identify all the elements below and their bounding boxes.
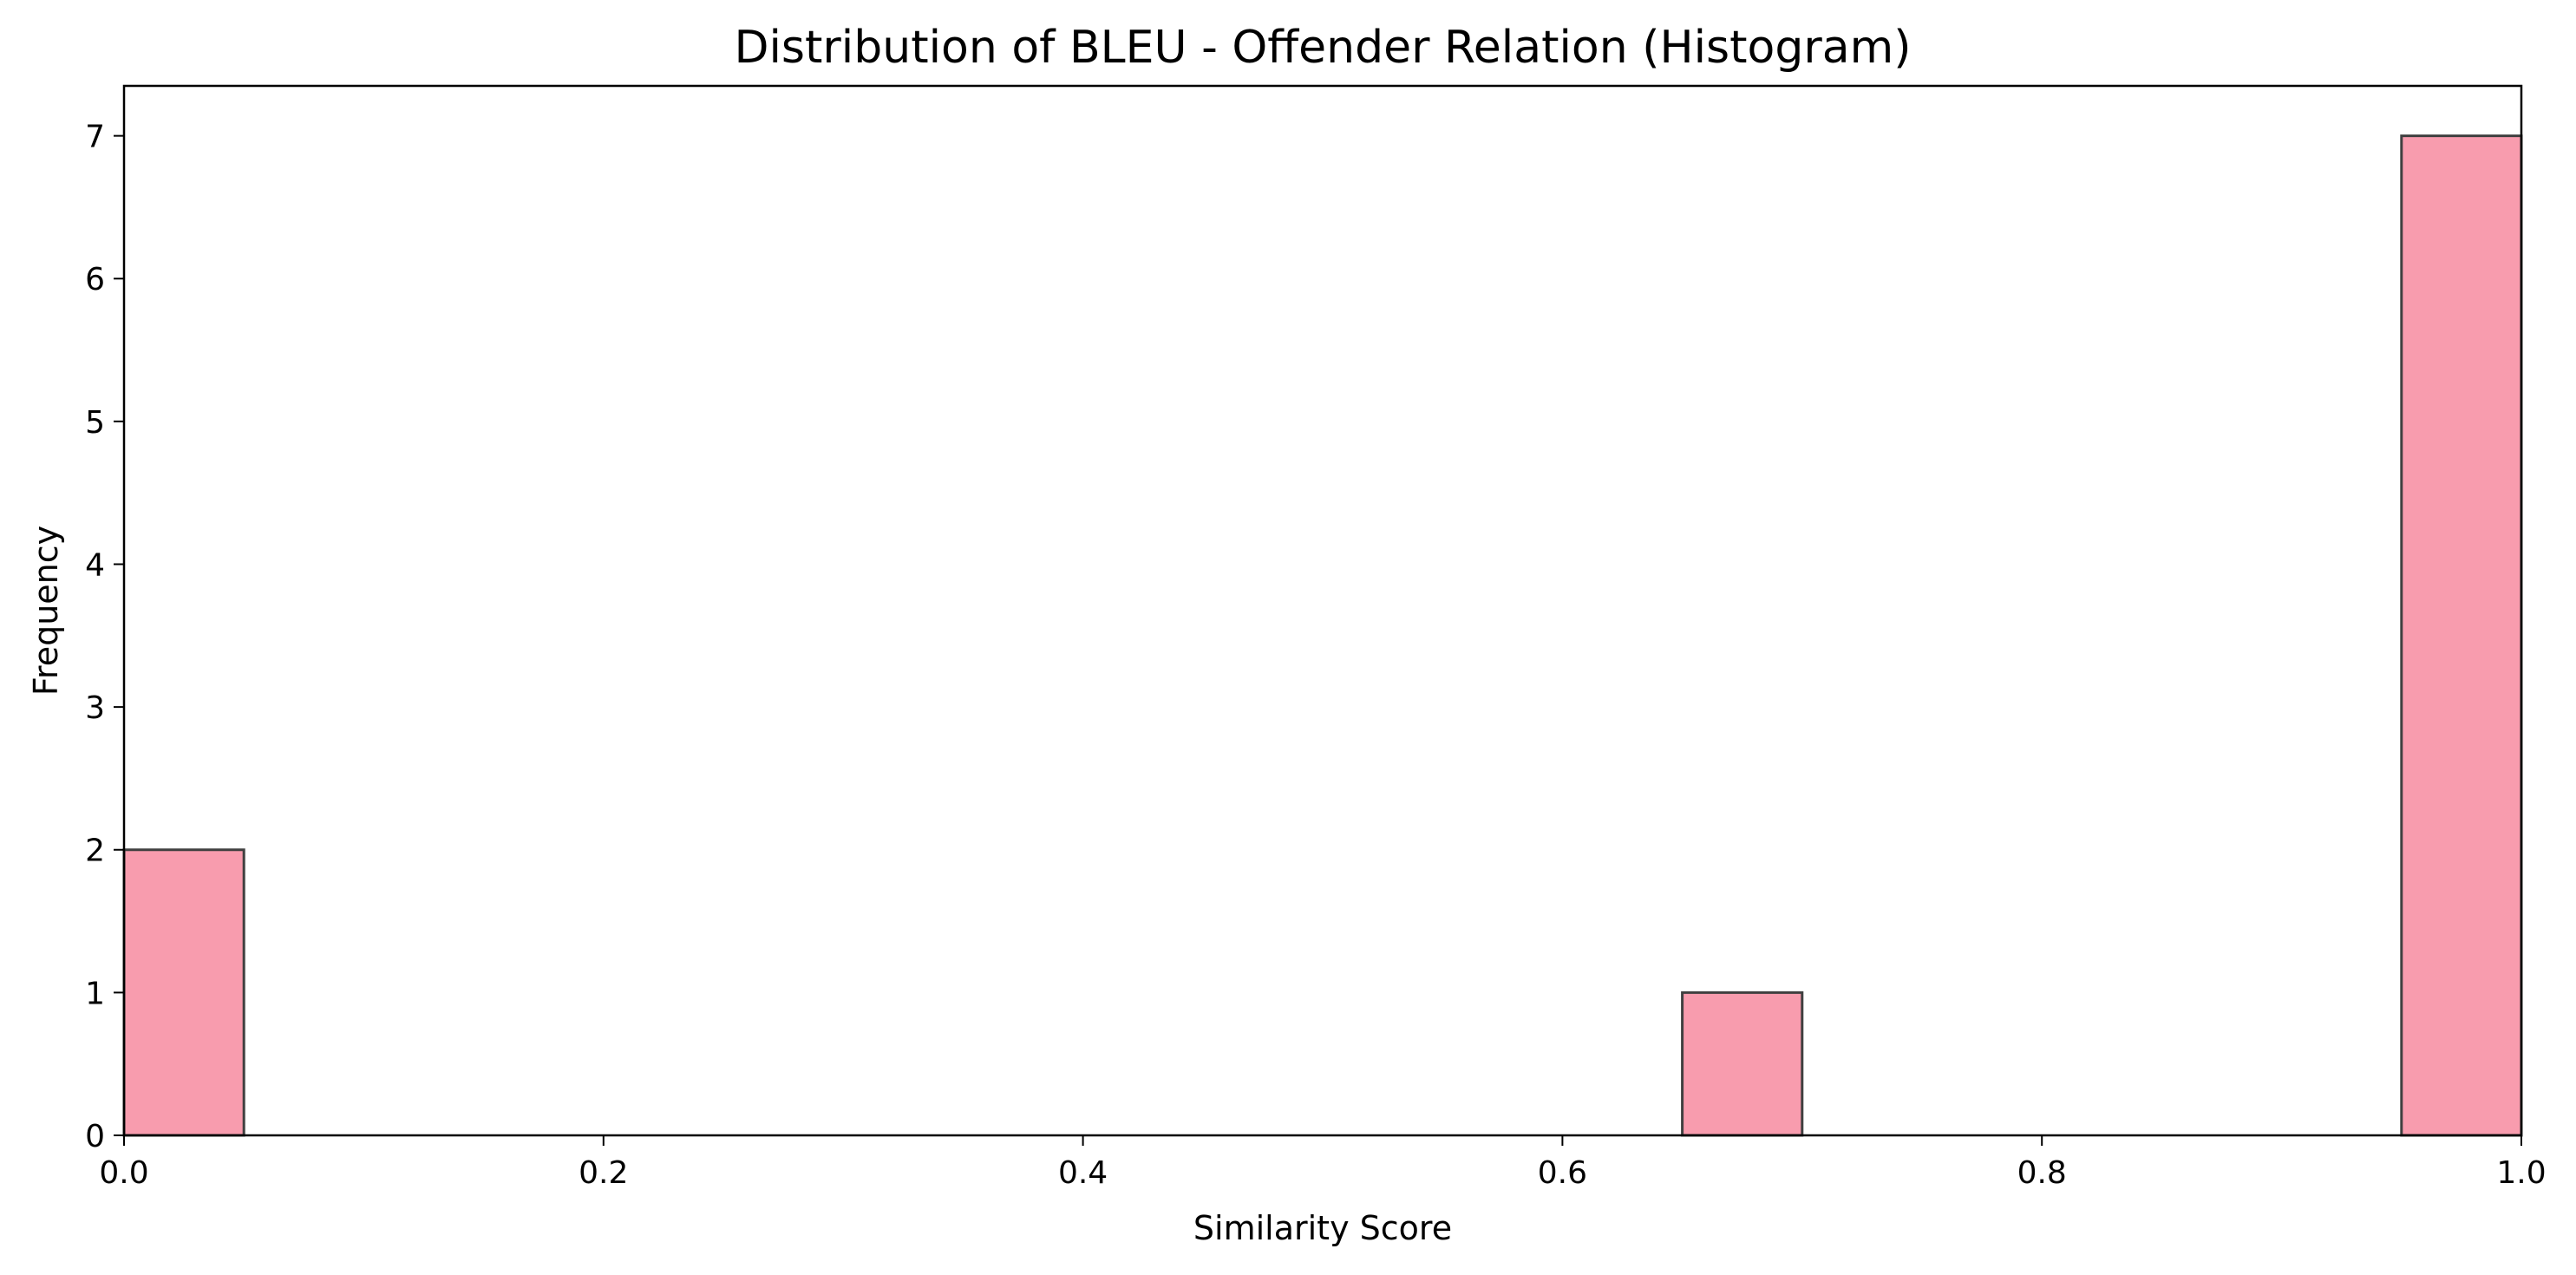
x-tick-label: 0.0 xyxy=(99,1155,148,1191)
y-tick-label: 6 xyxy=(85,262,105,298)
y-tick-label: 7 xyxy=(85,120,105,155)
histogram-bar-1 xyxy=(1681,991,1804,1137)
x-tick-label: 1.0 xyxy=(2496,1155,2546,1191)
chart-title: Distribution of BLEU - Offender Relation… xyxy=(734,22,1911,74)
x-tick-label: 0.6 xyxy=(1538,1155,1587,1191)
x-tick-label: 0.4 xyxy=(1058,1155,1108,1191)
y-tick-label: 3 xyxy=(85,690,105,726)
y-axis-ticks: 0 1 2 3 4 5 6 7 xyxy=(85,120,124,1154)
y-tick-label: 5 xyxy=(85,405,105,441)
bars-layer xyxy=(122,134,2523,1137)
histogram-bar-2 xyxy=(2400,134,2523,1137)
y-axis-label: Frequency xyxy=(27,526,65,696)
plot-area-frame xyxy=(122,84,2523,1137)
histogram-bar-0 xyxy=(122,848,245,1137)
y-tick-label: 1 xyxy=(85,976,105,1011)
y-tick-label: 2 xyxy=(85,834,105,869)
x-axis-ticks: 0.0 0.2 0.4 0.6 0.8 1.0 xyxy=(99,1135,2547,1191)
x-axis-label: Similarity Score xyxy=(1193,1209,1452,1247)
y-tick-label: 4 xyxy=(85,547,105,583)
x-tick-label: 0.2 xyxy=(579,1155,628,1191)
y-tick-label: 0 xyxy=(85,1119,105,1154)
x-tick-label: 0.8 xyxy=(2017,1155,2067,1191)
